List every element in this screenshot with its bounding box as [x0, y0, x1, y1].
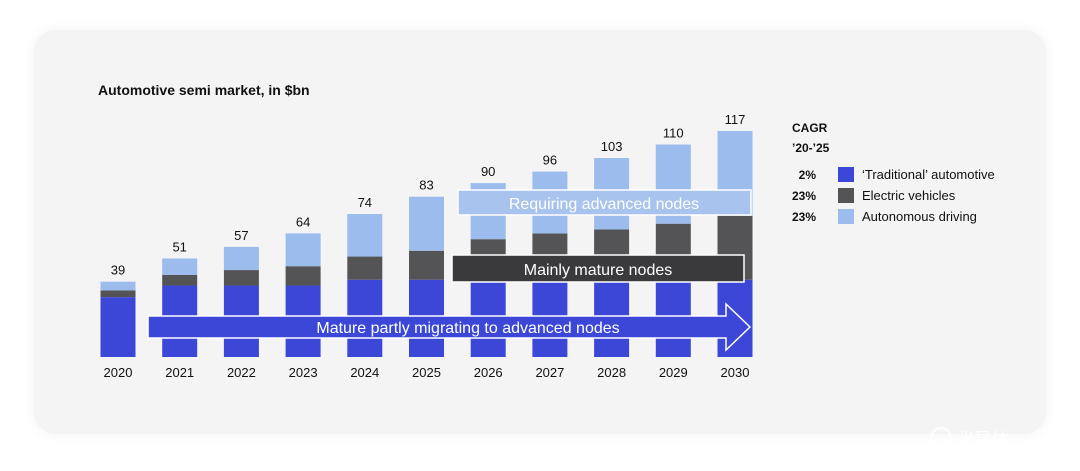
- x-tick-label: 2026: [474, 365, 503, 380]
- total-label: 83: [419, 178, 433, 193]
- advanced-nodes-box: [457, 189, 752, 216]
- bar-segment-2-2022: [223, 246, 259, 271]
- legend: CAGR ’20-’25 2% ‘Traditional’ automotive 23%…: [792, 121, 995, 224]
- labels-layer: 39 2020 51 2021 57 2022 64 2023 74 2024 83 2025 90 20…: [104, 112, 750, 380]
- legend-swatch: [838, 209, 854, 224]
- cagr-value: 23%: [792, 189, 816, 203]
- cagr-period: ’20-’25: [792, 141, 830, 155]
- watermark-text: 半导体: [958, 430, 1009, 450]
- x-tick-label: 2024: [350, 365, 379, 380]
- bar-segment-1-2024: [347, 256, 383, 280]
- x-tick-label: 2021: [165, 365, 194, 380]
- total-label: 90: [481, 164, 495, 179]
- legend-label: Electric vehicles: [862, 188, 956, 203]
- migration-arrow: [147, 302, 752, 352]
- legend-label: Autonomous driving: [862, 209, 977, 224]
- x-tick-label: 2023: [289, 365, 318, 380]
- chart-title: Automotive semi market, in $bn: [98, 82, 310, 98]
- total-label: 110: [663, 126, 684, 141]
- legend-swatch: [838, 188, 854, 203]
- bar-segment-0-2020: [100, 297, 136, 357]
- x-tick-label: 2022: [227, 365, 256, 380]
- total-label: 39: [111, 263, 125, 278]
- mature-nodes-label: Mainly mature nodes: [524, 262, 673, 279]
- bar-segment-1-2022: [223, 270, 259, 286]
- x-tick-label: 2025: [412, 365, 441, 380]
- watermark-logo-icon: [930, 426, 952, 449]
- cagr-value: 2%: [799, 168, 817, 182]
- migration-label: Mature partly migrating to advanced node…: [316, 320, 619, 337]
- x-tick-label: 2028: [597, 365, 626, 380]
- bar-segment-1-2020: [100, 290, 136, 298]
- cagr-value: 23%: [792, 210, 816, 224]
- bar-segment-2-2023: [285, 233, 321, 267]
- watermark: 半导体: [930, 425, 1009, 450]
- bar-segment-2-2025: [409, 196, 444, 251]
- total-label: 64: [296, 214, 310, 229]
- total-label: 103: [601, 139, 623, 154]
- total-label: 57: [234, 228, 248, 243]
- total-label: 51: [172, 239, 186, 254]
- x-tick-label: 2029: [659, 365, 688, 380]
- legend-label: ‘Traditional’ automotive: [862, 167, 995, 182]
- x-tick-label: 2030: [721, 365, 750, 380]
- total-label: 96: [543, 153, 557, 168]
- bar-segment-1-2025: [409, 250, 444, 280]
- mature-nodes-box: [451, 254, 745, 283]
- bar-segment-2-2024: [347, 214, 383, 257]
- bar-segment-1-2023: [285, 266, 321, 286]
- advanced-nodes-label: Requiring advanced nodes: [509, 196, 699, 213]
- x-tick-label: 2027: [535, 365, 564, 380]
- cagr-header: CAGR: [792, 121, 828, 135]
- x-tick-label: 2020: [104, 365, 133, 380]
- bar-segment-1-2021: [162, 274, 198, 286]
- annotations-layer: Requiring advanced nodes Mainly mature no…: [147, 189, 752, 352]
- total-label: 117: [725, 112, 746, 127]
- bar-segment-2-2021: [162, 258, 198, 275]
- bar-segment-2-2020: [100, 281, 136, 291]
- legend-swatch: [838, 167, 854, 182]
- total-label: 74: [358, 195, 372, 210]
